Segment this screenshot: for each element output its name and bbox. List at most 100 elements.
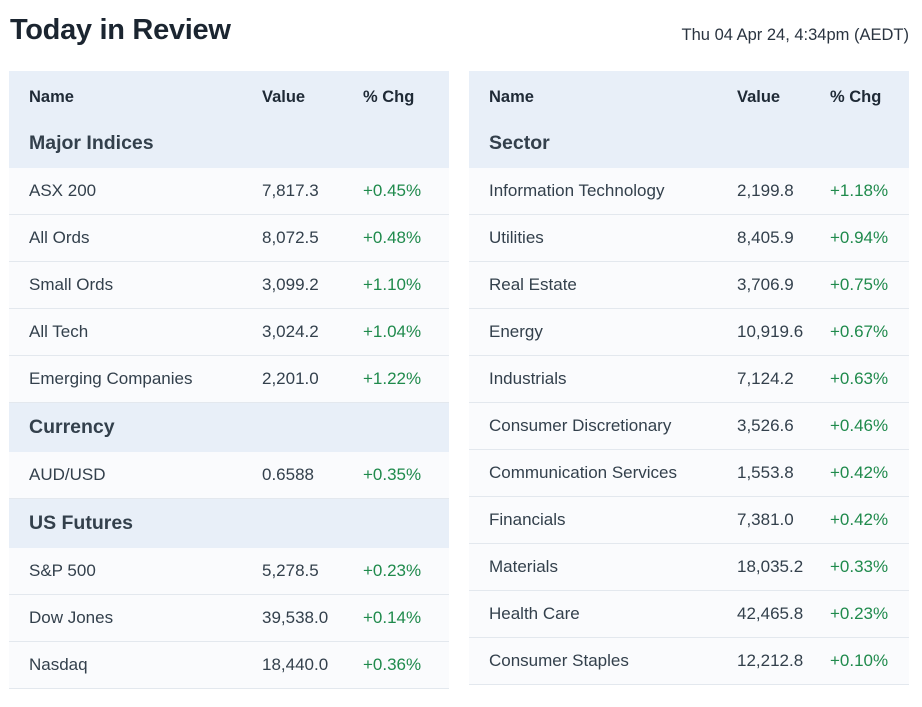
row-name: Energy	[489, 322, 543, 341]
column-header-row: Name Value % Chg	[469, 71, 909, 119]
table-row-dow-jones[interactable]: Dow Jones 39,538.0 +0.14%	[9, 595, 449, 642]
row-name: Nasdaq	[29, 655, 88, 674]
column-header-name: Name	[489, 87, 534, 106]
table-row-consumer-discretionary[interactable]: Consumer Discretionary 3,526.6 +0.46%	[469, 403, 909, 450]
row-value: 8,405.9	[737, 228, 794, 247]
row-value: 10,919.6	[737, 322, 804, 341]
row-value: 3,526.6	[737, 416, 794, 435]
row-percent-change: +0.94%	[830, 228, 889, 247]
column-header-change: % Chg	[363, 87, 415, 106]
row-percent-change: +0.67%	[830, 322, 889, 341]
row-value: 42,465.8	[737, 604, 804, 623]
column-header-value: Value	[737, 87, 781, 106]
row-value: 8,072.5	[262, 228, 319, 247]
row-percent-change: +1.10%	[363, 275, 422, 294]
section-header-sector: Sector	[469, 119, 909, 168]
row-value: 2,199.8	[737, 181, 794, 200]
row-percent-change: +0.63%	[830, 369, 889, 388]
table-row-energy[interactable]: Energy 10,919.6 +0.67%	[469, 309, 909, 356]
table-row-all-ords[interactable]: All Ords 8,072.5 +0.48%	[9, 215, 449, 262]
row-value: 7,124.2	[737, 369, 794, 388]
table-row-utilities[interactable]: Utilities 8,405.9 +0.94%	[469, 215, 909, 262]
row-name: Communication Services	[489, 463, 678, 482]
column-header-row: Name Value % Chg	[9, 71, 449, 119]
table-row-all-tech[interactable]: All Tech 3,024.2 +1.04%	[9, 309, 449, 356]
section-header-currency: Currency	[9, 403, 449, 452]
row-value: 3,706.9	[737, 275, 794, 294]
row-name: ASX 200	[29, 181, 97, 200]
row-percent-change: +0.36%	[363, 655, 422, 674]
row-name: Emerging Companies	[29, 369, 193, 388]
row-percent-change: +0.46%	[830, 416, 889, 435]
row-value: 3,099.2	[262, 275, 319, 294]
table-row-asx-200[interactable]: ASX 200 7,817.3 +0.45%	[9, 168, 449, 215]
row-value: 5,278.5	[262, 561, 319, 580]
row-name: Information Technology	[489, 181, 665, 200]
row-percent-change: +0.33%	[830, 557, 889, 576]
column-header-name: Name	[29, 87, 74, 106]
row-name: S&P 500	[29, 561, 96, 580]
row-name: Industrials	[489, 369, 567, 388]
table-row-consumer-staples[interactable]: Consumer Staples 12,212.8 +0.10%	[469, 638, 909, 685]
row-name: Utilities	[489, 228, 544, 247]
row-name: AUD/USD	[29, 465, 106, 484]
row-value: 7,381.0	[737, 510, 794, 529]
table-row-health-care[interactable]: Health Care 42,465.8 +0.23%	[469, 591, 909, 638]
row-name: Materials	[489, 557, 558, 576]
row-percent-change: +0.23%	[363, 561, 422, 580]
row-percent-change: +0.42%	[830, 510, 889, 529]
row-percent-change: +0.48%	[363, 228, 422, 247]
section-title: Currency	[29, 416, 115, 438]
table-row-nasdaq[interactable]: Nasdaq 18,440.0 +0.36%	[9, 642, 449, 689]
section-title: US Futures	[29, 512, 134, 534]
row-name: All Tech	[29, 322, 89, 341]
row-name: Consumer Discretionary	[489, 416, 672, 435]
table-row-real-estate[interactable]: Real Estate 3,706.9 +0.75%	[469, 262, 909, 309]
row-value: 2,201.0	[262, 369, 319, 388]
row-percent-change: +0.14%	[363, 608, 422, 627]
row-percent-change: +0.42%	[830, 463, 889, 482]
page-title: Today in Review	[10, 14, 231, 46]
row-percent-change: +1.18%	[830, 181, 889, 200]
table-row-industrials[interactable]: Industrials 7,124.2 +0.63%	[469, 356, 909, 403]
indices-table: Name Value % Chg Major Indices ASX 200 7,817.…	[9, 71, 449, 689]
section-title: Sector	[489, 132, 550, 154]
column-header-value: Value	[262, 87, 306, 106]
section-header-us-futures: US Futures	[9, 499, 449, 548]
row-percent-change: +0.45%	[363, 181, 422, 200]
row-percent-change: +1.04%	[363, 322, 422, 341]
row-percent-change: +0.10%	[830, 651, 889, 670]
row-value: 1,553.8	[737, 463, 794, 482]
row-name: Small Ords	[29, 275, 114, 294]
row-value: 12,212.8	[737, 651, 804, 670]
column-header-change: % Chg	[830, 87, 882, 106]
table-row-financials[interactable]: Financials 7,381.0 +0.42%	[469, 497, 909, 544]
row-percent-change: +1.22%	[363, 369, 422, 388]
row-value: 7,817.3	[262, 181, 319, 200]
row-name: Consumer Staples	[489, 651, 629, 670]
table-row-emerging-companies[interactable]: Emerging Companies 2,201.0 +1.22%	[9, 356, 449, 403]
row-name: Dow Jones	[29, 608, 114, 627]
section-title: Major Indices	[29, 132, 154, 154]
table-row-information-technology[interactable]: Information Technology 2,199.8 +1.18%	[469, 168, 909, 215]
row-value: 39,538.0	[262, 608, 329, 627]
market-timestamp: Thu 04 Apr 24, 4:34pm (AEDT)	[681, 26, 909, 44]
row-value: 3,024.2	[262, 322, 319, 341]
table-row-communication-services[interactable]: Communication Services 1,553.8 +0.42%	[469, 450, 909, 497]
row-name: Real Estate	[489, 275, 577, 294]
section-header-major-indices: Major Indices	[9, 119, 449, 168]
row-percent-change: +0.75%	[830, 275, 889, 294]
row-value: 0.6588	[262, 465, 314, 484]
table-row-small-ords[interactable]: Small Ords 3,099.2 +1.10%	[9, 262, 449, 309]
row-name: All Ords	[29, 228, 90, 247]
sector-table: Name Value % Chg Sector Information Technolo…	[469, 71, 909, 685]
row-name: Financials	[489, 510, 566, 529]
row-percent-change: +0.35%	[363, 465, 422, 484]
row-value: 18,440.0	[262, 655, 329, 674]
row-percent-change: +0.23%	[830, 604, 889, 623]
table-row-materials[interactable]: Materials 18,035.2 +0.33%	[469, 544, 909, 591]
row-name: Health Care	[489, 604, 580, 623]
table-row-aud-usd[interactable]: AUD/USD 0.6588 +0.35%	[9, 452, 449, 499]
row-value: 18,035.2	[737, 557, 804, 576]
table-row-s-p-500[interactable]: S&P 500 5,278.5 +0.23%	[9, 548, 449, 595]
